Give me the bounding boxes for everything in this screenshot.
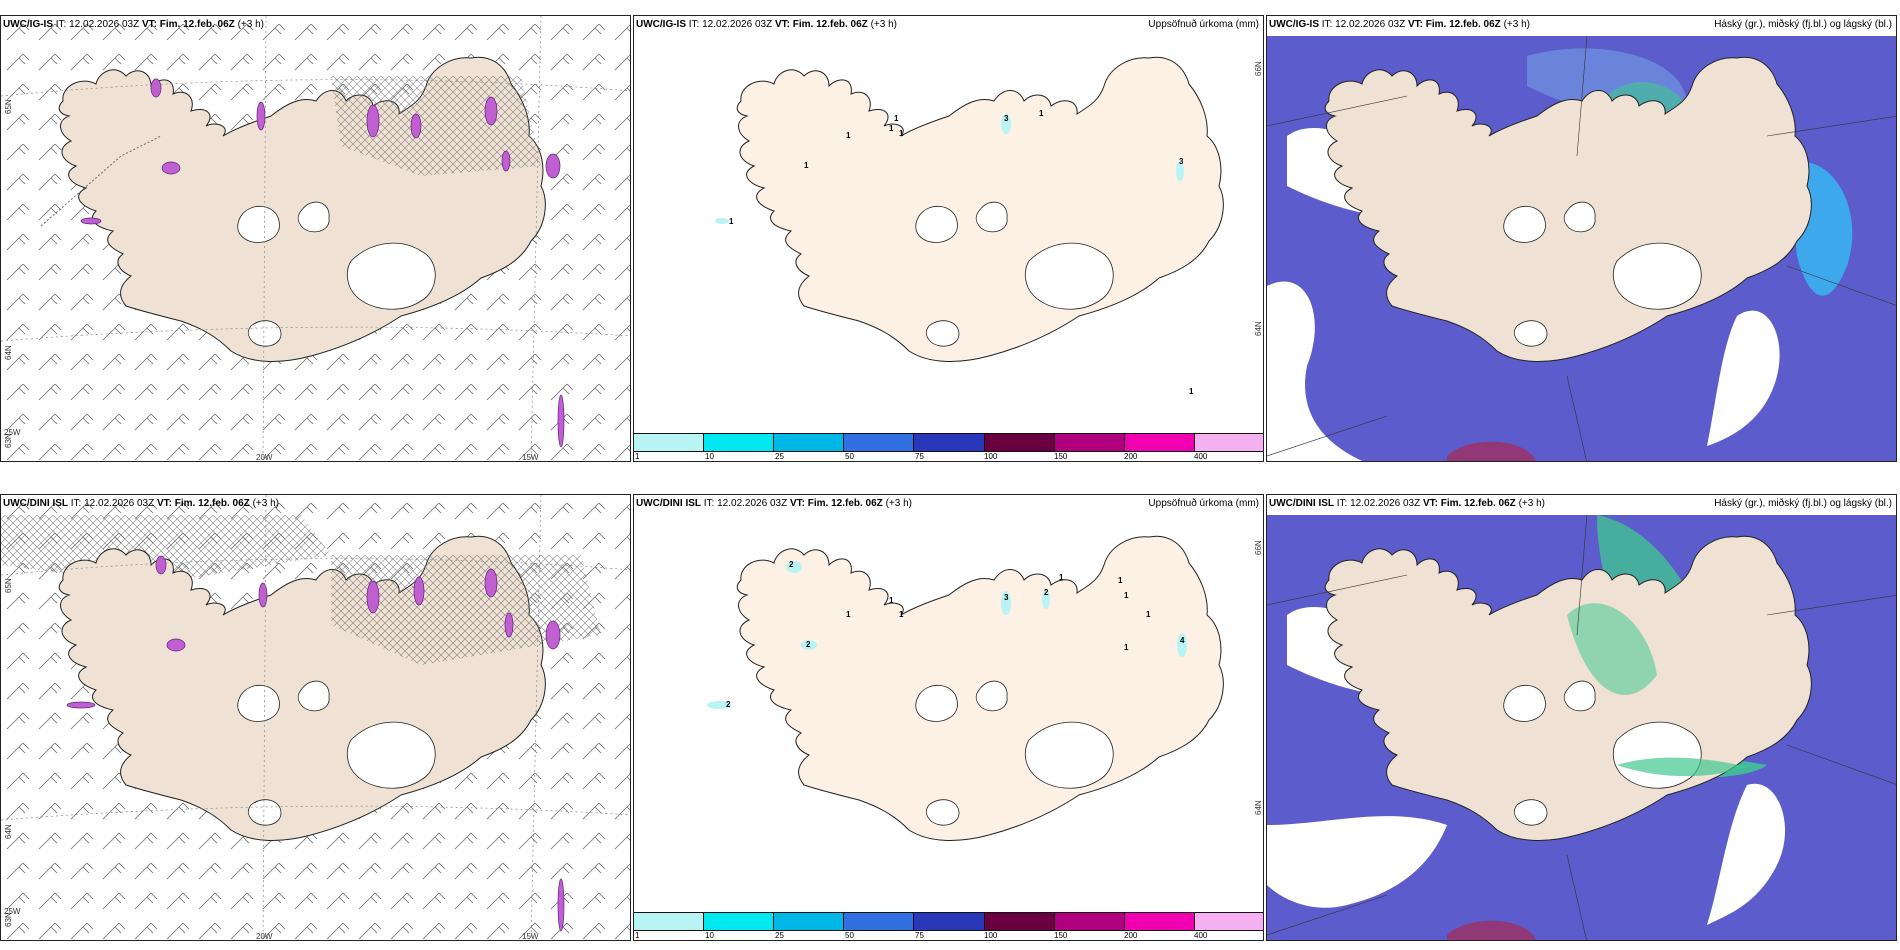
precip-value: 1 <box>846 610 851 619</box>
precip-value: 1 <box>889 596 894 605</box>
panel-subtitle: Uppsöfnuð úrkoma (mm) <box>1148 498 1259 509</box>
precip-value: 1 <box>1118 576 1123 585</box>
panel-header: UWC/DINI ISL IT: 12.02.2026 03Z VT: Fim.… <box>636 498 912 509</box>
colorbar-label: 75 <box>915 930 924 940</box>
lon-label: 20W <box>256 453 273 462</box>
colorbar-cell <box>704 913 775 930</box>
colorbar-label: 25 <box>775 930 784 940</box>
precip-value: 1 <box>1059 573 1064 582</box>
precip-value: 1 <box>1189 387 1194 396</box>
precip-value: 1 <box>729 217 734 226</box>
colorbar-label: 75 <box>915 451 924 461</box>
colorbar-label: 100 <box>984 451 998 461</box>
panel-header: UWC/IG-IS IT: 12.02.2026 03Z VT: Fim. 12… <box>1269 19 1530 30</box>
lat-label: 64N <box>4 345 13 360</box>
lon-label: 20W <box>256 932 273 941</box>
precip-value: 1 <box>1124 591 1129 600</box>
colorbar-cell <box>984 434 1055 451</box>
colorbar-cell <box>774 913 845 930</box>
panel-header: UWC/DINI ISL IT: 12.02.2026 03Z VT: Fim.… <box>3 498 279 509</box>
precip-value: 1 <box>846 131 851 140</box>
precip-value: 1 <box>1146 610 1151 619</box>
colorbar-label: 1 <box>635 451 640 461</box>
colorbar-cell <box>914 913 985 930</box>
precip-value: 2 <box>1044 588 1049 597</box>
colorbar-label: 50 <box>845 930 854 940</box>
colorbar-cell <box>1194 913 1263 930</box>
precip-value: 1 <box>894 114 899 123</box>
lon-label: 25W <box>4 907 21 916</box>
colorbar-cell <box>704 434 775 451</box>
precip-map: 2 2 2 1 1 1 3 2 1 1 1 1 4 1 <box>707 535 1224 841</box>
panel-subtitle: Uppsöfnuð úrkoma (mm) <box>1148 19 1259 30</box>
colorbar-cell <box>1054 434 1125 451</box>
cloud-map <box>1267 514 1896 940</box>
precip-value: 4 <box>1180 636 1185 645</box>
precip-value: 1 <box>804 161 809 170</box>
colorbar: 1 10 25 50 75 100 150 200 400 <box>634 433 1263 461</box>
colorbar-cell <box>914 434 985 451</box>
colorbar-cell <box>1054 913 1125 930</box>
colorbar: 1 10 25 50 75 100 150 200 400 <box>634 912 1263 940</box>
precip-map: 1 1 1 1 3 1 3 1 1 1 <box>715 56 1224 396</box>
colorbar-label: 50 <box>845 451 854 461</box>
colorbar-label: 25 <box>775 451 784 461</box>
precip-value: 3 <box>1004 114 1009 123</box>
map-panel-wind-bottom: UWC/DINI ISL IT: 12.02.2026 03Z VT: Fim.… <box>0 494 631 941</box>
colorbar-label: 400 <box>1194 930 1208 940</box>
colorbar-cell <box>984 913 1055 930</box>
panel-subtitle: Háský (gr.), miðský (fj.bl.) og lágský (… <box>1714 19 1892 30</box>
colorbar-label: 150 <box>1054 451 1068 461</box>
colorbar-label: 10 <box>705 451 714 461</box>
precip-value: 2 <box>789 560 794 569</box>
colorbar-cell <box>844 434 915 451</box>
precip-value: 2 <box>726 700 731 709</box>
precip-value: 3 <box>1004 593 1009 602</box>
lat-label: 65N <box>4 578 13 593</box>
lon-label: 25W <box>4 428 21 437</box>
map-panel-precip-bottom: UWC/DINI ISL IT: 12.02.2026 03Z VT: Fim.… <box>633 494 1264 941</box>
panel-header: UWC/IG-IS IT: 12.02.2026 03Z VT: Fim. 12… <box>636 19 897 30</box>
precip-value: 1 <box>899 129 904 138</box>
lat-label: 64N <box>1254 321 1263 336</box>
map-panel-clouds-top: UWC/IG-IS IT: 12.02.2026 03Z VT: Fim. 12… <box>1266 15 1897 462</box>
colorbar-label: 200 <box>1124 451 1138 461</box>
lat-label: 64N <box>1254 800 1263 815</box>
colorbar-label: 150 <box>1054 930 1068 940</box>
panel-subtitle: Háský (gr.), miðský (fj.bl.) og lágský (… <box>1714 498 1892 509</box>
precip-value: 1 <box>1039 109 1044 118</box>
colorbar-label: 100 <box>984 930 998 940</box>
precip-value: 2 <box>806 640 811 649</box>
precip-value: 1 <box>1124 643 1129 652</box>
colorbar-label: 400 <box>1194 451 1208 461</box>
lat-label: 65N <box>4 99 13 114</box>
colorbar-cell <box>774 434 845 451</box>
colorbar-cell <box>634 434 705 451</box>
colorbar-label: 200 <box>1124 930 1138 940</box>
colorbar-label: 10 <box>705 930 714 940</box>
lon-label: 15W <box>522 932 539 941</box>
lon-label: 15W <box>522 453 539 462</box>
panel-header: UWC/IG-IS IT: 12.02.2026 03Z VT: Fim. 12… <box>3 19 264 30</box>
colorbar-label: 1 <box>635 930 640 940</box>
colorbar-cell <box>1124 434 1195 451</box>
precip-value: 1 <box>899 610 904 619</box>
precip-value: 1 <box>889 124 894 133</box>
colorbar-cell <box>1124 913 1195 930</box>
precip-value: 3 <box>1179 157 1184 166</box>
map-panel-wind-top: UWC/IG-IS IT: 12.02.2026 03Z VT: Fim. 12… <box>0 15 631 462</box>
wind-map <box>1 495 630 940</box>
lat-label: 66N <box>1254 540 1263 555</box>
wind-map <box>1 16 630 461</box>
lat-label: 64N <box>4 824 13 839</box>
cloud-map <box>1267 35 1896 461</box>
colorbar-cell <box>1194 434 1263 451</box>
colorbar-cell <box>634 913 705 930</box>
lat-label: 66N <box>1254 61 1263 76</box>
colorbar-cell <box>844 913 915 930</box>
panel-header: UWC/DINI ISL IT: 12.02.2026 03Z VT: Fim.… <box>1269 498 1545 509</box>
map-panel-precip-top: UWC/IG-IS IT: 12.02.2026 03Z VT: Fim. 12… <box>633 15 1264 462</box>
map-panel-clouds-bottom: UWC/DINI ISL IT: 12.02.2026 03Z VT: Fim.… <box>1266 494 1897 941</box>
